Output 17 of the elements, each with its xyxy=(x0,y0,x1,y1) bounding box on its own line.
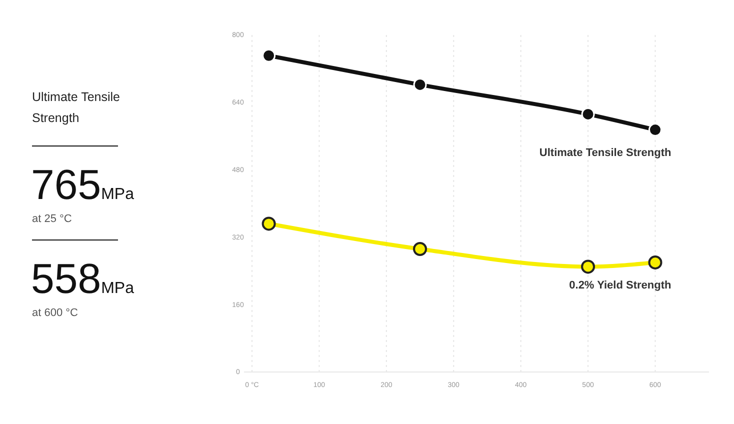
point xyxy=(413,78,427,92)
point xyxy=(262,216,276,231)
text: at 600 °C xyxy=(32,307,78,319)
text: 765 xyxy=(31,161,102,208)
point xyxy=(648,255,662,270)
point xyxy=(648,123,662,137)
text: Ultimate Tensile Strength xyxy=(32,90,120,125)
text: MPa xyxy=(101,280,134,297)
point xyxy=(413,242,428,256)
text: at 25 °C xyxy=(32,213,72,225)
point xyxy=(262,48,276,62)
point xyxy=(581,260,596,274)
series-label: 0.2% Yield Strength xyxy=(569,279,672,292)
point xyxy=(581,107,595,121)
text: MPa xyxy=(101,186,134,203)
series-label: Ultimate Tensile Strength xyxy=(539,146,672,159)
text: 558 xyxy=(31,255,102,302)
